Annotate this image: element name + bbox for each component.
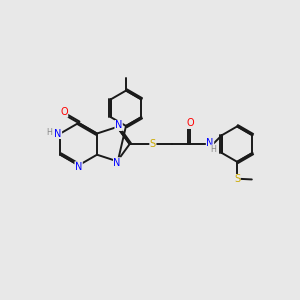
- Text: N: N: [206, 138, 214, 148]
- Text: H: H: [46, 128, 52, 136]
- Text: N: N: [75, 162, 82, 172]
- Text: N: N: [115, 121, 122, 130]
- Text: N: N: [54, 128, 61, 139]
- Text: H: H: [211, 145, 217, 154]
- Text: O: O: [60, 107, 68, 117]
- Text: N: N: [113, 158, 121, 168]
- Text: S: S: [150, 139, 156, 149]
- Text: S: S: [234, 174, 240, 184]
- Text: O: O: [186, 118, 194, 128]
